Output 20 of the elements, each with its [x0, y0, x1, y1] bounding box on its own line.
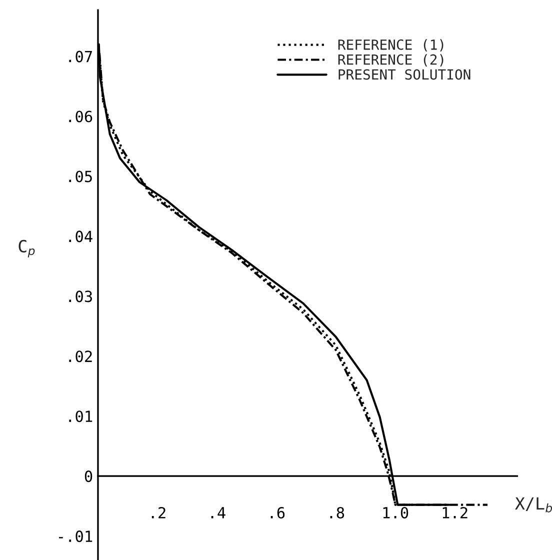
- legend-label: PRESENT SOLUTION: [338, 69, 470, 80]
- y-tick-label: .01: [69, 410, 92, 422]
- x-tick-label: 1.0: [383, 506, 408, 519]
- x-axis-title: X/L$_{b}$: [515, 497, 552, 512]
- y-tick-label: .03: [69, 290, 92, 302]
- x-tick-label: 1.2: [442, 506, 468, 518]
- x-tick-label: .6: [270, 506, 285, 519]
- y-tick-label: .02: [69, 350, 92, 362]
- y-tick-label: .06: [69, 110, 92, 122]
- legend-label: REFERENCE (2): [338, 54, 444, 66]
- x-tick-label: .4: [211, 507, 226, 518]
- y-axis-title: C$_{p}$: [18, 240, 35, 258]
- y-tick-label: -.01: [58, 530, 92, 542]
- y-tick-label: .07: [69, 50, 92, 62]
- y-tick-label: .04: [69, 230, 92, 242]
- legend-label: REFERENCE (1): [338, 39, 444, 52]
- y-tick-label: .05: [69, 170, 92, 182]
- x-tick-label: .8: [330, 506, 344, 519]
- y-tick-label: 0: [84, 470, 92, 482]
- x-tick-label: .2: [152, 506, 166, 518]
